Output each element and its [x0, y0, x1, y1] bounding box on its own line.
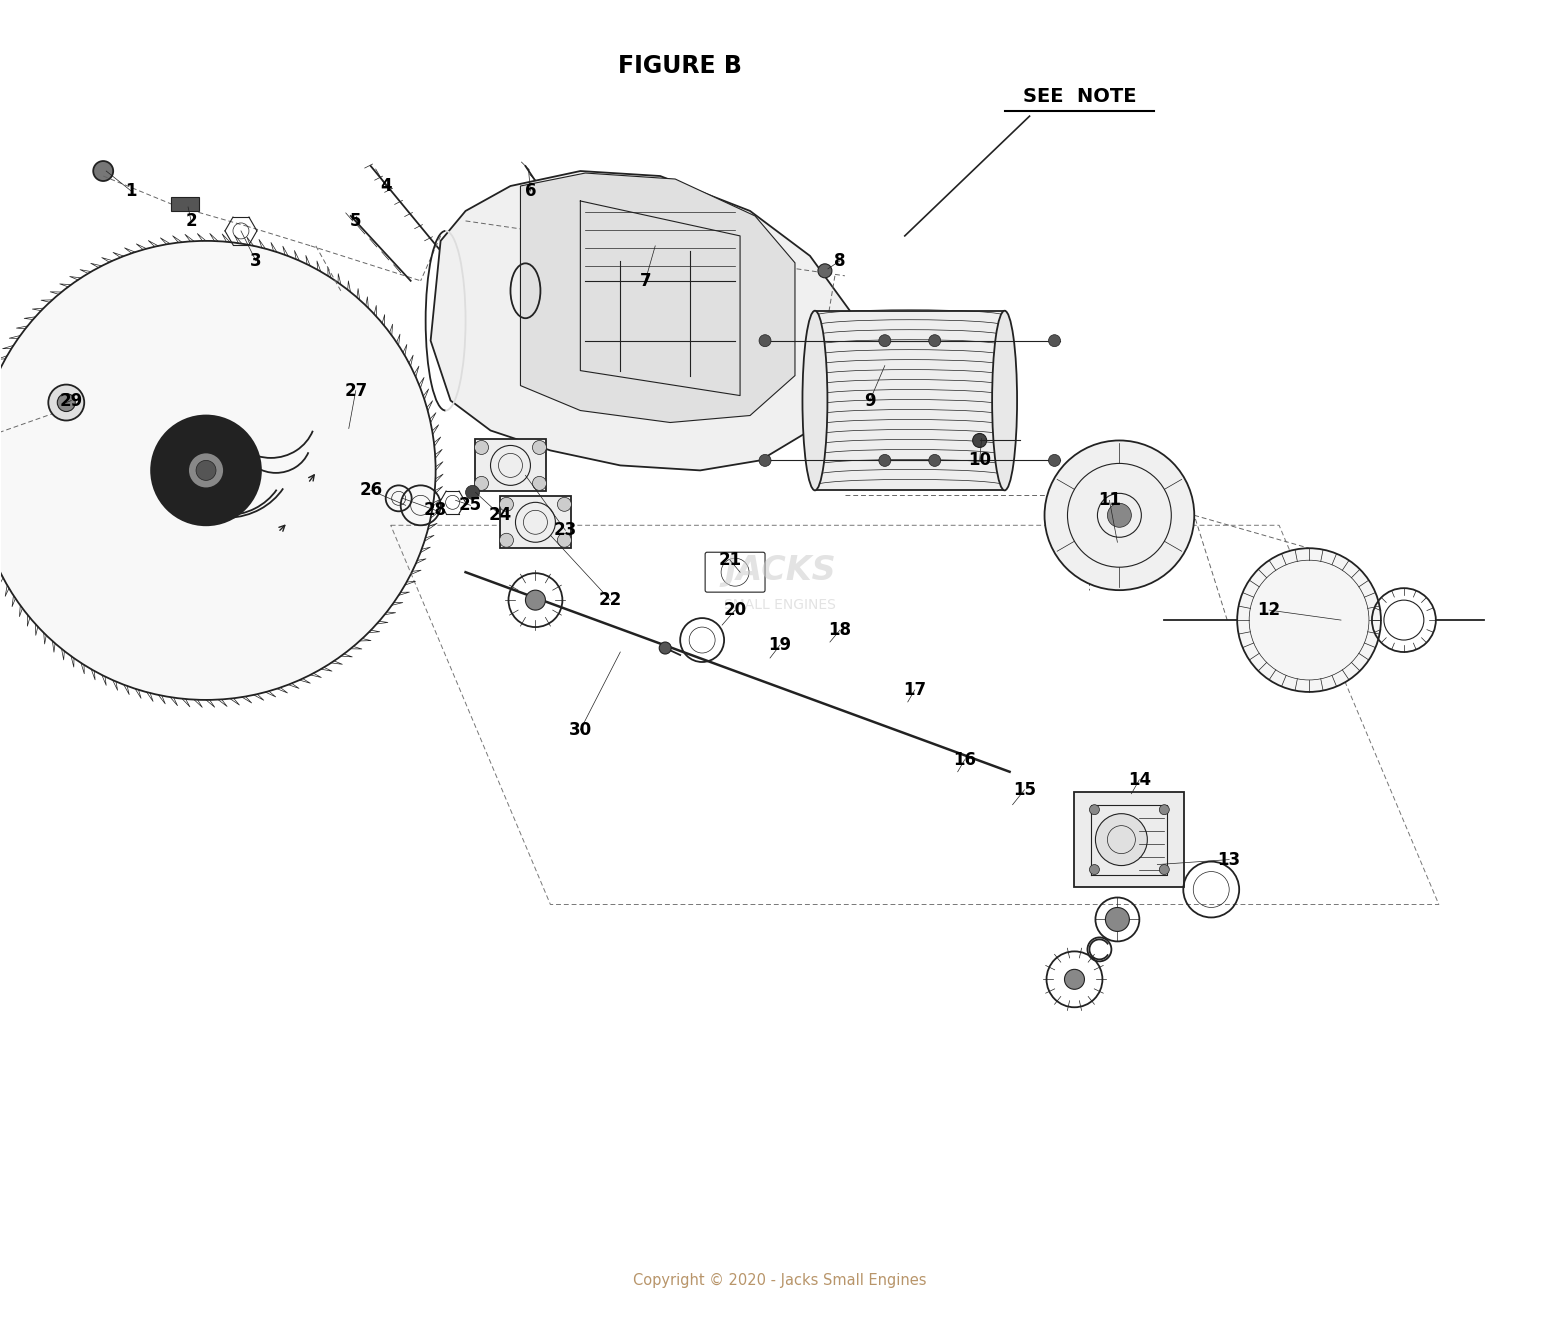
- Text: 20: 20: [724, 601, 747, 619]
- Ellipse shape: [802, 310, 827, 490]
- Circle shape: [58, 393, 75, 412]
- Polygon shape: [1075, 792, 1184, 887]
- Text: 4: 4: [381, 177, 392, 195]
- Text: FIGURE B: FIGURE B: [618, 54, 743, 78]
- Polygon shape: [499, 496, 571, 548]
- Ellipse shape: [992, 310, 1017, 490]
- Circle shape: [526, 590, 546, 610]
- Text: JACKS: JACKS: [724, 553, 836, 586]
- Text: 3: 3: [250, 252, 262, 269]
- Polygon shape: [521, 173, 796, 422]
- Circle shape: [1106, 907, 1129, 932]
- Circle shape: [0, 240, 435, 700]
- Circle shape: [928, 454, 941, 466]
- Text: 28: 28: [424, 502, 448, 519]
- Circle shape: [1237, 548, 1381, 692]
- Text: 15: 15: [1012, 780, 1036, 799]
- Circle shape: [1064, 969, 1084, 989]
- Circle shape: [499, 533, 513, 548]
- FancyBboxPatch shape: [172, 197, 200, 211]
- Circle shape: [660, 642, 671, 653]
- Polygon shape: [474, 440, 546, 491]
- Circle shape: [557, 533, 571, 548]
- Circle shape: [197, 461, 215, 480]
- Circle shape: [1108, 503, 1131, 527]
- Text: 14: 14: [1128, 771, 1151, 789]
- Text: 29: 29: [59, 392, 83, 409]
- Text: 13: 13: [1218, 850, 1240, 869]
- Text: Copyright © 2020 - Jacks Small Engines: Copyright © 2020 - Jacks Small Engines: [633, 1274, 927, 1288]
- Circle shape: [928, 335, 941, 347]
- FancyBboxPatch shape: [814, 310, 1005, 490]
- Circle shape: [1089, 865, 1100, 875]
- Text: 27: 27: [345, 381, 368, 400]
- Text: SMALL ENGINES: SMALL ENGINES: [724, 598, 836, 612]
- Text: 25: 25: [459, 496, 482, 515]
- Circle shape: [474, 441, 488, 454]
- Text: 6: 6: [524, 182, 537, 201]
- Circle shape: [760, 454, 771, 466]
- Text: 10: 10: [969, 451, 991, 470]
- Text: 23: 23: [554, 521, 577, 540]
- Text: 12: 12: [1257, 601, 1281, 619]
- Text: 18: 18: [828, 622, 852, 639]
- Text: 5: 5: [349, 213, 362, 230]
- Text: 17: 17: [903, 681, 927, 698]
- Text: 21: 21: [719, 552, 741, 569]
- Text: 7: 7: [640, 272, 651, 290]
- Circle shape: [48, 384, 84, 421]
- Circle shape: [1048, 454, 1061, 466]
- Text: 11: 11: [1098, 491, 1122, 510]
- Text: 2: 2: [186, 213, 197, 230]
- Circle shape: [817, 264, 831, 277]
- Text: 8: 8: [835, 252, 846, 269]
- Circle shape: [499, 498, 513, 511]
- Circle shape: [1048, 335, 1061, 347]
- Circle shape: [760, 335, 771, 347]
- Text: SEE  NOTE: SEE NOTE: [1023, 87, 1136, 106]
- Text: 1: 1: [125, 182, 137, 201]
- Circle shape: [1159, 865, 1170, 875]
- Text: 19: 19: [769, 636, 791, 653]
- Circle shape: [532, 441, 546, 454]
- Text: 26: 26: [359, 482, 382, 499]
- Circle shape: [557, 498, 571, 511]
- Text: 22: 22: [599, 591, 622, 609]
- Text: 9: 9: [864, 392, 875, 409]
- Text: 24: 24: [488, 507, 512, 524]
- Circle shape: [878, 335, 891, 347]
- Circle shape: [1089, 805, 1100, 814]
- Circle shape: [189, 453, 225, 488]
- Circle shape: [465, 486, 479, 499]
- Text: 30: 30: [569, 721, 591, 739]
- Circle shape: [972, 433, 986, 447]
- Circle shape: [878, 454, 891, 466]
- Circle shape: [532, 477, 546, 490]
- Circle shape: [1045, 441, 1195, 590]
- Circle shape: [474, 477, 488, 490]
- Circle shape: [1095, 813, 1147, 866]
- Text: 16: 16: [953, 751, 977, 768]
- Circle shape: [94, 161, 114, 181]
- Polygon shape: [431, 172, 850, 470]
- Circle shape: [151, 416, 261, 525]
- Circle shape: [1159, 805, 1170, 814]
